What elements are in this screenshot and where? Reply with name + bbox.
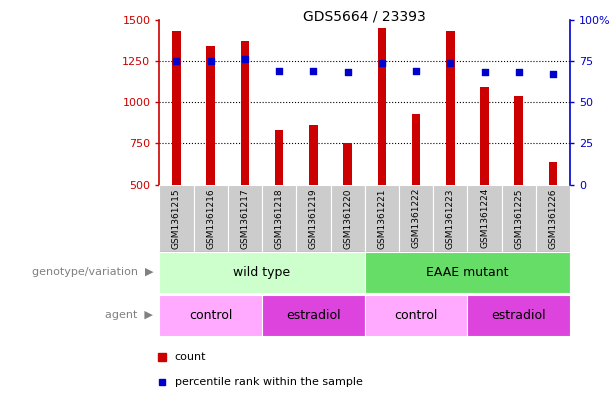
Point bbox=[548, 71, 558, 77]
Bar bbox=[309, 125, 318, 185]
Bar bbox=[412, 114, 421, 185]
Bar bbox=[228, 185, 262, 252]
Bar bbox=[275, 130, 283, 185]
Bar bbox=[343, 143, 352, 185]
Bar bbox=[480, 87, 489, 185]
Point bbox=[514, 69, 524, 75]
Bar bbox=[536, 185, 570, 252]
Point bbox=[206, 58, 216, 64]
Bar bbox=[365, 252, 570, 293]
Text: wild type: wild type bbox=[234, 266, 291, 279]
Text: GSM1361218: GSM1361218 bbox=[275, 188, 284, 249]
Point bbox=[479, 69, 489, 75]
Bar bbox=[549, 162, 557, 185]
Bar bbox=[330, 185, 365, 252]
Point bbox=[172, 58, 181, 64]
Text: agent  ▶: agent ▶ bbox=[105, 310, 153, 320]
Text: control: control bbox=[394, 309, 438, 322]
Bar bbox=[468, 295, 570, 336]
Bar bbox=[159, 185, 194, 252]
Text: count: count bbox=[175, 352, 206, 362]
Bar bbox=[207, 46, 215, 185]
Bar bbox=[172, 31, 181, 185]
Text: GSM1361220: GSM1361220 bbox=[343, 188, 352, 248]
Point bbox=[411, 68, 421, 74]
Text: GSM1361225: GSM1361225 bbox=[514, 188, 524, 248]
Bar bbox=[399, 185, 433, 252]
Point bbox=[274, 68, 284, 74]
Point bbox=[446, 59, 455, 66]
Bar bbox=[365, 295, 468, 336]
Text: GSM1361217: GSM1361217 bbox=[240, 188, 249, 249]
Point bbox=[308, 68, 318, 74]
Bar bbox=[378, 28, 386, 185]
Bar bbox=[194, 185, 228, 252]
Text: GSM1361223: GSM1361223 bbox=[446, 188, 455, 248]
Text: GSM1361226: GSM1361226 bbox=[549, 188, 557, 248]
Bar bbox=[433, 185, 468, 252]
Text: GSM1361215: GSM1361215 bbox=[172, 188, 181, 249]
Text: EAAE mutant: EAAE mutant bbox=[426, 266, 509, 279]
Point bbox=[240, 56, 250, 62]
Bar bbox=[501, 185, 536, 252]
Text: GSM1361224: GSM1361224 bbox=[480, 188, 489, 248]
Text: genotype/variation  ▶: genotype/variation ▶ bbox=[32, 267, 153, 277]
Text: estradiol: estradiol bbox=[492, 309, 546, 322]
Text: GSM1361216: GSM1361216 bbox=[206, 188, 215, 249]
Bar bbox=[241, 41, 249, 185]
Bar bbox=[262, 185, 296, 252]
Bar bbox=[159, 295, 262, 336]
Text: GSM1361219: GSM1361219 bbox=[309, 188, 318, 249]
Text: estradiol: estradiol bbox=[286, 309, 341, 322]
Bar bbox=[514, 95, 523, 185]
Text: GSM1361222: GSM1361222 bbox=[411, 188, 421, 248]
Bar bbox=[262, 295, 365, 336]
Bar bbox=[446, 31, 455, 185]
Bar bbox=[159, 252, 365, 293]
Bar bbox=[296, 185, 330, 252]
Point bbox=[343, 69, 352, 75]
Point bbox=[377, 59, 387, 66]
Bar bbox=[365, 185, 399, 252]
Text: percentile rank within the sample: percentile rank within the sample bbox=[175, 377, 362, 387]
Bar bbox=[468, 185, 501, 252]
Text: GSM1361221: GSM1361221 bbox=[378, 188, 386, 248]
Text: control: control bbox=[189, 309, 232, 322]
Text: GDS5664 / 23393: GDS5664 / 23393 bbox=[303, 10, 426, 24]
